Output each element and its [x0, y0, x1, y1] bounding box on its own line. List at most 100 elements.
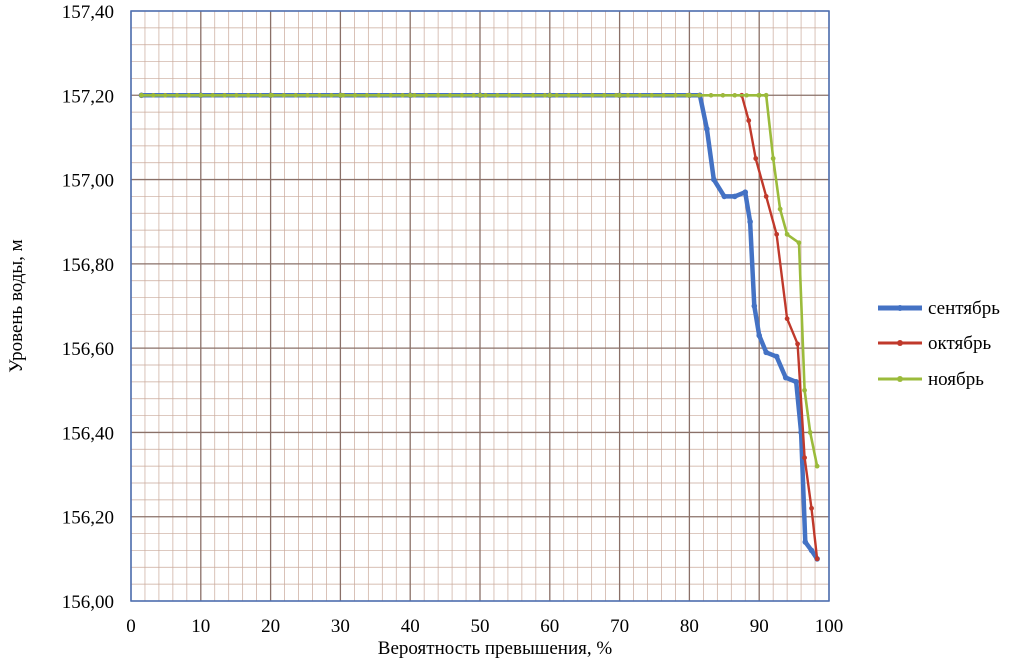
data-point	[742, 189, 749, 196]
line-marker	[495, 93, 500, 98]
y-tick-label: 156,80	[62, 255, 114, 276]
data-point	[802, 539, 809, 545]
line-marker	[542, 93, 548, 98]
line-marker	[424, 93, 429, 98]
line-marker	[471, 93, 476, 98]
data-point	[782, 374, 789, 381]
data-point	[814, 463, 820, 469]
line-marker	[222, 93, 227, 98]
legend-label: сентябрь	[928, 298, 1000, 319]
line-marker	[305, 93, 310, 98]
line-marker	[234, 93, 239, 98]
line-marker	[317, 93, 322, 98]
data-point	[477, 92, 483, 98]
legend-marker	[897, 340, 903, 346]
legend-marker	[897, 376, 903, 382]
line-marker	[174, 93, 180, 98]
data-point	[763, 194, 769, 199]
line-marker	[186, 93, 192, 98]
data-point	[784, 231, 790, 237]
grid-minor	[131, 11, 829, 601]
line-marker	[732, 93, 737, 98]
legend-label: ноябрь	[928, 369, 984, 390]
line-marker	[364, 93, 370, 98]
data-point	[793, 379, 799, 385]
line-marker	[578, 93, 583, 98]
data-point	[814, 556, 820, 562]
data-point	[763, 92, 769, 98]
line-marker	[352, 93, 358, 98]
data-point	[795, 341, 800, 347]
line-marker	[257, 93, 263, 98]
data-point	[770, 156, 776, 161]
x-tick-label: 60	[540, 616, 559, 637]
y-tick-label: 156,60	[62, 339, 114, 360]
line-marker	[590, 93, 595, 98]
data-point	[796, 240, 802, 246]
line-marker	[376, 93, 381, 98]
data-point	[774, 231, 780, 237]
line-marker	[649, 93, 654, 98]
x-tick-label: 40	[401, 616, 420, 637]
line-marker	[293, 93, 298, 98]
data-point	[777, 206, 783, 212]
y-tick-labels: 156,00 156,20 156,40 156,60 156,80 157,00 157,…	[62, 2, 114, 613]
data-point	[731, 193, 738, 200]
line-marker	[139, 93, 144, 98]
line-marker	[756, 93, 761, 98]
y-tick-label: 157,20	[62, 86, 114, 107]
x-axis-title: Вероятность превышения, %	[378, 638, 613, 659]
data-point	[547, 92, 553, 98]
line-marker	[661, 93, 666, 98]
line-marker	[744, 93, 749, 98]
y-tick-label: 156,40	[62, 423, 114, 444]
line-marker	[530, 93, 536, 98]
line-marker	[673, 93, 678, 98]
y-tick-label: 157,40	[62, 2, 114, 23]
data-point	[784, 316, 790, 322]
plot-frame	[130, 10, 830, 602]
line-marker	[685, 93, 690, 98]
line-marker	[388, 93, 393, 98]
x-tick-label: 50	[471, 616, 490, 637]
legend-label: октябрь	[928, 333, 991, 354]
y-axis-title: Уровень воды, м	[6, 239, 27, 372]
data-point	[747, 218, 753, 225]
data-point	[721, 193, 728, 200]
y-tick-label: 156,00	[62, 592, 114, 613]
x-tick-label: 90	[750, 616, 769, 637]
line-marker	[637, 93, 643, 98]
data-point	[809, 505, 814, 511]
series-lines	[138, 92, 820, 562]
data-point	[802, 387, 807, 393]
data-point	[746, 118, 752, 123]
line-marker	[163, 93, 168, 98]
line-marker	[566, 93, 571, 98]
data-point	[711, 176, 717, 183]
x-tick-label: 20	[261, 616, 280, 637]
legend-marker	[897, 305, 903, 311]
data-point	[617, 92, 622, 98]
data-point	[751, 303, 758, 309]
line-marker	[412, 93, 417, 98]
x-tick-labels: 0 10 20 30 40 50 60 70 80 90 100	[126, 616, 843, 637]
line-marker	[281, 93, 287, 98]
x-tick-label: 30	[331, 616, 350, 637]
line-marker	[613, 93, 619, 98]
line-marker	[400, 93, 405, 98]
legend: сентябрь октябрь ноябрь	[878, 298, 1000, 390]
line-marker	[507, 93, 512, 98]
data-point	[756, 332, 762, 339]
data-point	[753, 156, 759, 161]
line-marker	[340, 93, 346, 98]
line-marker	[198, 93, 203, 98]
line-marker	[210, 93, 215, 98]
x-tick-label: 0	[126, 616, 136, 637]
grid-major	[130, 10, 830, 602]
line-marker	[447, 93, 453, 98]
line-marker	[518, 93, 524, 98]
x-tick-label: 100	[815, 616, 844, 637]
x-tick-label: 10	[191, 616, 210, 637]
line-marker	[459, 93, 465, 98]
